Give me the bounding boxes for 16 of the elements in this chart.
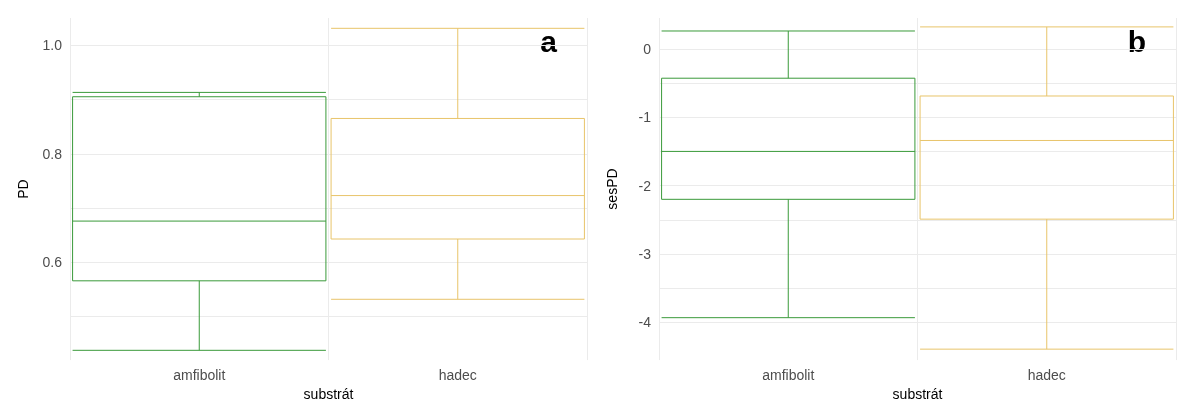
x-axis-title: substrát (303, 386, 354, 402)
y-tick-label: -4 (638, 314, 652, 331)
y-tick-label: -2 (638, 177, 652, 194)
x-tick-label: hadec (1027, 367, 1066, 384)
y-tick-label: 0.6 (42, 254, 63, 271)
y-tick-label: -1 (638, 109, 652, 126)
y-axis-title: PD (15, 179, 31, 199)
y-axis-title: sesPD (604, 168, 620, 210)
y-tick-label: 0.8 (42, 145, 63, 162)
x-axis-title: substrát (892, 386, 943, 402)
y-tick-label: 1.0 (42, 37, 63, 54)
x-tick-label: amfibolit (173, 367, 226, 384)
x-tick-label: hadec (438, 367, 477, 384)
y-tick-label: -3 (638, 246, 652, 263)
y-tick-label: 0 (643, 40, 652, 57)
x-tick-label: amfibolit (762, 367, 815, 384)
